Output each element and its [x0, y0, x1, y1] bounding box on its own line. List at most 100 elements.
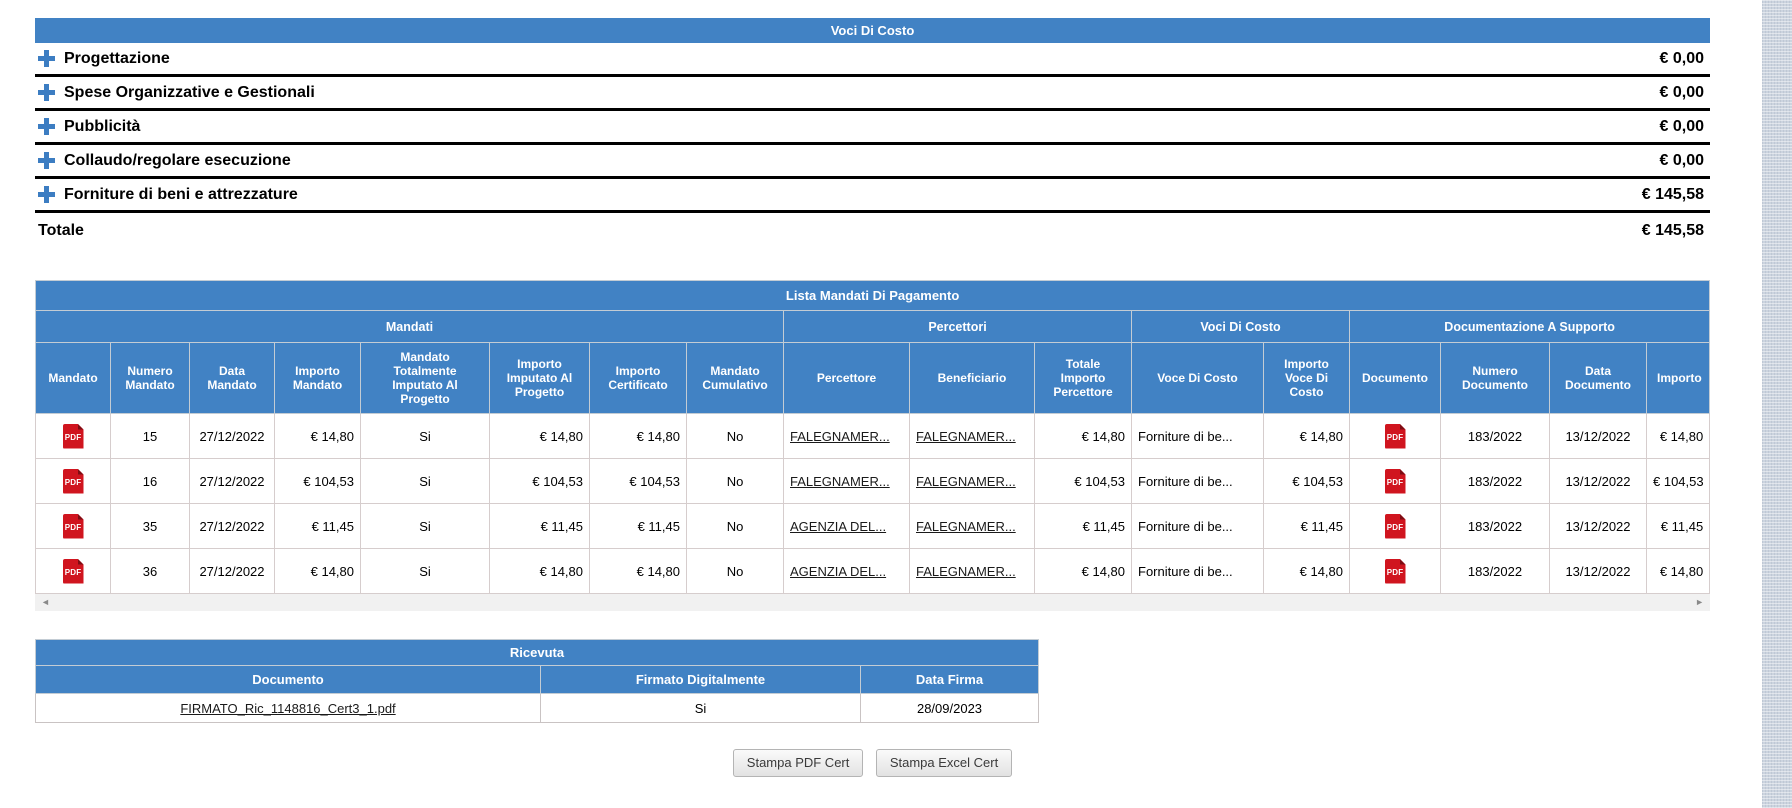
- data-documento-cell: 13/12/2022: [1550, 414, 1647, 459]
- cumulativo-cell: No: [687, 459, 784, 504]
- beneficiario-link[interactable]: FALEGNAMER...: [916, 474, 1016, 489]
- group-header-percettori: Percettori: [784, 311, 1132, 343]
- col-header-numero-documento: Numero Documento: [1441, 343, 1550, 414]
- importo-mandato-cell: € 104,53: [275, 459, 361, 504]
- beneficiario-link[interactable]: FALEGNAMER...: [916, 429, 1016, 444]
- numero-mandato-cell: 35: [111, 504, 190, 549]
- cost-row-collaudo: Collaudo/regolare esecuzione € 0,00: [35, 145, 1710, 179]
- cost-row-amount: € 0,00: [1660, 118, 1710, 136]
- cost-total-row: Totale € 145,58: [35, 213, 1710, 249]
- mandato-pdf-icon[interactable]: PDF: [63, 514, 84, 539]
- mandato-row: PDF 35 27/12/2022 € 11,45 Si € 11,45 € 1…: [36, 504, 1710, 549]
- voce-di-costo-cell: Forniture di be...: [1132, 504, 1264, 549]
- documento-pdf-icon[interactable]: PDF: [1385, 559, 1406, 584]
- col-header-beneficiario: Beneficiario: [910, 343, 1035, 414]
- col-header-importo: Importo: [1647, 343, 1710, 414]
- ricevuta-document-link[interactable]: FIRMATO_Ric_1148816_Cert3_1.pdf: [180, 701, 395, 716]
- lista-mandati-section: Lista Mandati Di Pagamento Mandati Perce…: [35, 280, 1710, 611]
- col-header-data-mandato: Data Mandato: [190, 343, 275, 414]
- percettore-link[interactable]: AGENZIA DEL...: [790, 519, 886, 534]
- mandato-pdf-icon[interactable]: PDF: [63, 559, 84, 584]
- scroll-left-icon[interactable]: ◄: [41, 597, 50, 608]
- group-header-mandati: Mandati: [36, 311, 784, 343]
- stampa-pdf-cert-button[interactable]: Stampa PDF Cert: [733, 749, 864, 777]
- col-header-data-documento: Data Documento: [1550, 343, 1647, 414]
- totalmente-imputato-cell: Si: [361, 549, 490, 594]
- expand-plus-icon[interactable]: [38, 84, 55, 101]
- importo-imputato-cell: € 14,80: [490, 414, 590, 459]
- numero-documento-cell: 183/2022: [1441, 549, 1550, 594]
- data-mandato-cell: 27/12/2022: [190, 504, 275, 549]
- mandato-row: PDF 16 27/12/2022 € 104,53 Si € 104,53 €…: [36, 459, 1710, 504]
- col-header-percettore: Percettore: [784, 343, 910, 414]
- numero-mandato-cell: 15: [111, 414, 190, 459]
- percettore-link[interactable]: FALEGNAMER...: [790, 474, 890, 489]
- stampa-excel-cert-button[interactable]: Stampa Excel Cert: [876, 749, 1012, 777]
- documento-pdf-icon[interactable]: PDF: [1385, 514, 1406, 539]
- documento-pdf-icon[interactable]: PDF: [1385, 469, 1406, 494]
- page-content: Voci Di Costo Progettazione € 0,00 Spese…: [35, 0, 1710, 777]
- cost-row-label: Collaudo/regolare esecuzione: [64, 152, 291, 170]
- col-header-numero-mandato: Numero Mandato: [111, 343, 190, 414]
- cost-row-amount: € 145,58: [1642, 186, 1710, 204]
- data-documento-cell: 13/12/2022: [1550, 549, 1647, 594]
- cost-row-amount: € 0,00: [1660, 50, 1710, 68]
- numero-mandato-cell: 16: [111, 459, 190, 504]
- data-documento-cell: 13/12/2022: [1550, 504, 1647, 549]
- cost-row-label: Forniture di beni e attrezzature: [64, 186, 298, 204]
- mandato-pdf-icon[interactable]: PDF: [63, 469, 84, 494]
- numero-mandato-cell: 36: [111, 549, 190, 594]
- expand-plus-icon[interactable]: [38, 152, 55, 169]
- totalmente-imputato-cell: Si: [361, 459, 490, 504]
- importo-documento-cell: € 14,80: [1647, 414, 1710, 459]
- importo-documento-cell: € 104,53: [1647, 459, 1710, 504]
- cumulativo-cell: No: [687, 414, 784, 459]
- documento-pdf-icon[interactable]: PDF: [1385, 424, 1406, 449]
- group-header-documentazione: Documentazione A Supporto: [1350, 311, 1710, 343]
- cost-row-amount: € 0,00: [1660, 152, 1710, 170]
- importo-voce-cell: € 11,45: [1264, 504, 1350, 549]
- voci-di-costo-section: Voci Di Costo Progettazione € 0,00 Spese…: [35, 18, 1710, 249]
- importo-imputato-cell: € 14,80: [490, 549, 590, 594]
- importo-certificato-cell: € 11,45: [590, 504, 687, 549]
- col-header-mandato-cumulativo: Mandato Cumulativo: [687, 343, 784, 414]
- totale-percettore-cell: € 11,45: [1035, 504, 1132, 549]
- totale-percettore-cell: € 14,80: [1035, 414, 1132, 459]
- importo-certificato-cell: € 14,80: [590, 549, 687, 594]
- beneficiario-link[interactable]: FALEGNAMER...: [916, 519, 1016, 534]
- importo-certificato-cell: € 104,53: [590, 459, 687, 504]
- percettore-link[interactable]: FALEGNAMER...: [790, 429, 890, 444]
- cost-row-forniture: Forniture di beni e attrezzature € 145,5…: [35, 179, 1710, 213]
- col-header-importo-imputato: Importo Imputato Al Progetto: [490, 343, 590, 414]
- mandato-pdf-icon[interactable]: PDF: [63, 424, 84, 449]
- percettore-link[interactable]: AGENZIA DEL...: [790, 564, 886, 579]
- total-amount: € 145,58: [1642, 222, 1710, 240]
- numero-documento-cell: 183/2022: [1441, 459, 1550, 504]
- ricevuta-section: Ricevuta Documento Firmato Digitalmente …: [35, 639, 1710, 723]
- scroll-right-icon[interactable]: ►: [1695, 597, 1704, 608]
- cost-row-label: Spese Organizzative e Gestionali: [64, 84, 315, 102]
- importo-documento-cell: € 11,45: [1647, 504, 1710, 549]
- importo-voce-cell: € 14,80: [1264, 549, 1350, 594]
- totalmente-imputato-cell: Si: [361, 414, 490, 459]
- expand-plus-icon[interactable]: [38, 186, 55, 203]
- firmato-cell: Si: [541, 694, 861, 723]
- cost-row-amount: € 0,00: [1660, 84, 1710, 102]
- ricevuta-table: Ricevuta Documento Firmato Digitalmente …: [35, 639, 1039, 723]
- beneficiario-link[interactable]: FALEGNAMER...: [916, 564, 1016, 579]
- horizontal-scrollbar[interactable]: ◄ ►: [35, 594, 1710, 611]
- cost-row-label: Progettazione: [64, 50, 170, 68]
- cumulativo-cell: No: [687, 549, 784, 594]
- cost-row-progettazione: Progettazione € 0,00: [35, 43, 1710, 77]
- data-documento-cell: 13/12/2022: [1550, 459, 1647, 504]
- totale-percettore-cell: € 104,53: [1035, 459, 1132, 504]
- expand-plus-icon[interactable]: [38, 118, 55, 135]
- mandato-row: PDF 15 27/12/2022 € 14,80 Si € 14,80 € 1…: [36, 414, 1710, 459]
- importo-mandato-cell: € 14,80: [275, 414, 361, 459]
- importo-voce-cell: € 14,80: [1264, 414, 1350, 459]
- importo-mandato-cell: € 11,45: [275, 504, 361, 549]
- mandati-table: Lista Mandati Di Pagamento Mandati Perce…: [35, 280, 1710, 594]
- importo-voce-cell: € 104,53: [1264, 459, 1350, 504]
- expand-plus-icon[interactable]: [38, 50, 55, 67]
- importo-certificato-cell: € 14,80: [590, 414, 687, 459]
